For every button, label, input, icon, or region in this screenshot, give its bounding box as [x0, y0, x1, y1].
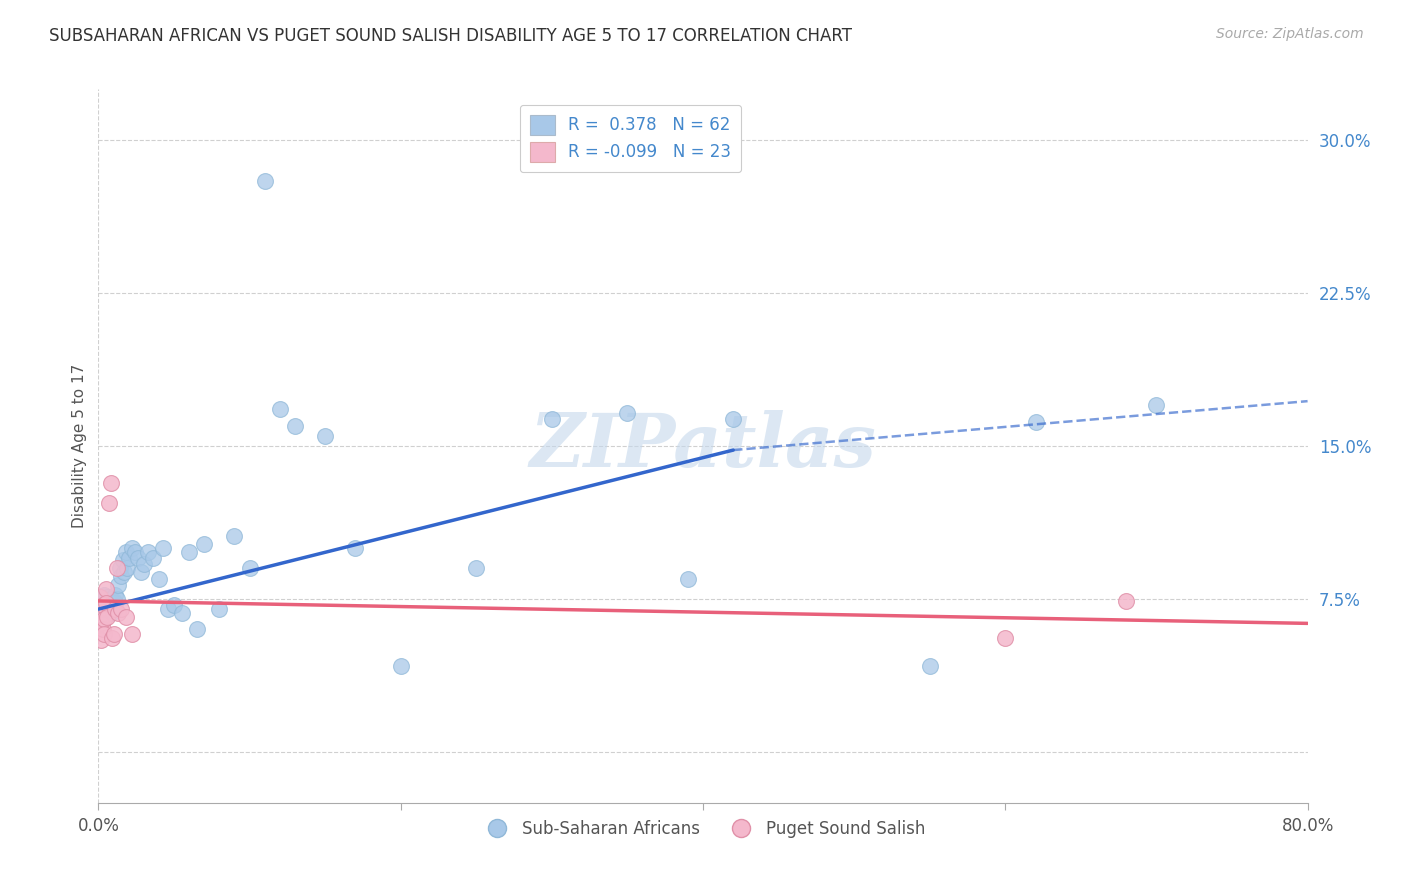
Point — [101, 631, 124, 645]
Point — [91, 623, 114, 637]
Point — [94, 582, 117, 596]
Point — [994, 631, 1017, 645]
Point — [104, 602, 127, 616]
Point — [110, 602, 132, 616]
Point — [121, 626, 143, 640]
Point — [253, 174, 276, 188]
Point — [129, 566, 152, 580]
Point — [269, 402, 291, 417]
Point — [89, 602, 111, 616]
Point — [136, 545, 159, 559]
Point — [110, 569, 132, 583]
Point — [118, 551, 141, 566]
Point — [96, 590, 118, 604]
Point — [93, 612, 115, 626]
Point — [170, 606, 193, 620]
Point — [142, 551, 165, 566]
Text: Source: ZipAtlas.com: Source: ZipAtlas.com — [1216, 27, 1364, 41]
Point — [193, 537, 215, 551]
Point — [98, 496, 121, 510]
Point — [389, 659, 412, 673]
Point — [90, 616, 112, 631]
Point — [101, 596, 124, 610]
Point — [723, 412, 745, 426]
Point — [156, 602, 179, 616]
Point — [94, 594, 117, 608]
Text: ZIPatlas: ZIPatlas — [530, 409, 876, 483]
Point — [91, 604, 114, 618]
Point — [91, 591, 114, 606]
Point — [284, 418, 307, 433]
Point — [96, 610, 118, 624]
Point — [676, 572, 699, 586]
Point — [344, 541, 367, 555]
Point — [107, 577, 129, 591]
Point — [112, 566, 135, 580]
Point — [103, 626, 125, 640]
Point — [114, 545, 136, 559]
Point — [314, 429, 336, 443]
Point — [239, 561, 262, 575]
Point — [104, 596, 127, 610]
Point — [100, 475, 122, 490]
Point — [465, 561, 488, 575]
Legend: Sub-Saharan Africans, Puget Sound Salish: Sub-Saharan Africans, Puget Sound Salish — [474, 814, 932, 845]
Point — [89, 590, 111, 604]
Point — [93, 626, 115, 640]
Point — [96, 598, 118, 612]
Point — [127, 551, 149, 566]
Y-axis label: Disability Age 5 to 17: Disability Age 5 to 17 — [72, 364, 87, 528]
Point — [179, 545, 201, 559]
Point — [103, 594, 125, 608]
Point — [111, 553, 134, 567]
Point — [163, 598, 186, 612]
Text: SUBSAHARAN AFRICAN VS PUGET SOUND SALISH DISABILITY AGE 5 TO 17 CORRELATION CHAR: SUBSAHARAN AFRICAN VS PUGET SOUND SALISH… — [49, 27, 852, 45]
Point — [98, 602, 121, 616]
Point — [121, 541, 143, 555]
Point — [94, 596, 117, 610]
Point — [107, 606, 129, 620]
Point — [114, 610, 136, 624]
Point — [540, 412, 562, 426]
Point — [91, 598, 114, 612]
Point — [100, 591, 122, 606]
Point — [186, 623, 208, 637]
Point — [115, 561, 138, 575]
Point — [108, 561, 131, 575]
Point — [616, 406, 638, 420]
Point — [104, 588, 127, 602]
Point — [132, 558, 155, 572]
Point — [101, 600, 124, 615]
Point — [105, 591, 128, 606]
Point — [1115, 594, 1137, 608]
Point — [93, 600, 115, 615]
Point — [224, 529, 246, 543]
Point — [89, 596, 111, 610]
Point — [1144, 398, 1167, 412]
Point — [93, 588, 115, 602]
Point — [90, 632, 112, 647]
Point — [98, 594, 121, 608]
Point — [918, 659, 941, 673]
Point — [100, 606, 122, 620]
Point — [90, 602, 112, 616]
Point — [103, 602, 125, 616]
Point — [208, 602, 231, 616]
Point — [152, 541, 174, 555]
Point — [1024, 415, 1046, 429]
Point — [94, 602, 117, 616]
Point — [124, 545, 146, 559]
Point — [105, 561, 128, 575]
Point — [148, 572, 170, 586]
Point — [90, 590, 112, 604]
